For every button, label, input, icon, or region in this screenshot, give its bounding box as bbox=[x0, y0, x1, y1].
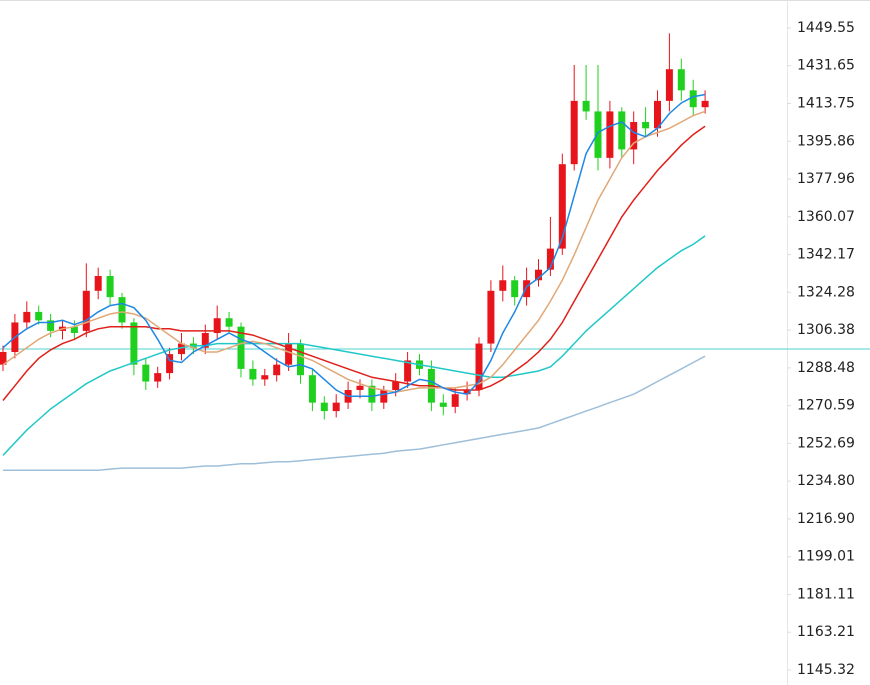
candle-body bbox=[47, 320, 55, 331]
candle-body bbox=[487, 290, 495, 344]
moving-average-line bbox=[2, 110, 706, 393]
candle-body bbox=[201, 333, 209, 348]
y-tick-label: 1306.38 bbox=[797, 322, 855, 338]
candle-body bbox=[320, 402, 328, 412]
y-tick-label: 1288.48 bbox=[797, 360, 855, 376]
y-tick-label: 1413.75 bbox=[797, 96, 855, 112]
candle-body bbox=[677, 69, 685, 91]
candle-body bbox=[213, 318, 221, 334]
candle-body bbox=[392, 381, 400, 390]
y-tick-label: 1252.69 bbox=[797, 435, 855, 451]
y-tick-label: 1324.28 bbox=[797, 284, 855, 300]
y-tick-label: 1431.65 bbox=[797, 58, 855, 74]
candle-body bbox=[404, 360, 412, 382]
candle-body bbox=[118, 297, 126, 323]
candle-body bbox=[654, 100, 661, 129]
candle-body bbox=[0, 351, 7, 365]
candle-body bbox=[106, 276, 114, 298]
y-tick-label: 1199.01 bbox=[797, 549, 855, 565]
candle-body bbox=[308, 375, 316, 403]
candle-body bbox=[142, 364, 150, 382]
candle-body bbox=[297, 343, 304, 376]
candle-body bbox=[451, 394, 459, 407]
y-tick-label: 1216.90 bbox=[797, 511, 855, 527]
candle-body bbox=[356, 385, 364, 390]
y-tick-label: 1395.86 bbox=[797, 133, 855, 149]
candle-body bbox=[642, 121, 650, 129]
moving-average-line bbox=[3, 355, 706, 471]
candle-body bbox=[475, 343, 483, 390]
candle-body bbox=[368, 385, 376, 403]
candle-body bbox=[582, 100, 590, 112]
candle-body bbox=[594, 111, 602, 158]
moving-average-line bbox=[2, 93, 706, 398]
candle-body bbox=[70, 326, 78, 334]
y-tick-label: 1145.32 bbox=[797, 662, 855, 678]
y-tick-label: 1360.07 bbox=[797, 209, 855, 225]
candle-body bbox=[523, 280, 531, 298]
y-tick-label: 1377.96 bbox=[797, 171, 855, 187]
candle-body bbox=[630, 121, 638, 150]
moving-average-line bbox=[2, 125, 706, 401]
y-tick-label: 1449.55 bbox=[797, 20, 855, 36]
candle-body bbox=[511, 280, 519, 298]
candle-body bbox=[154, 373, 162, 382]
candle-body bbox=[558, 164, 566, 249]
candle-body bbox=[225, 318, 233, 327]
candle-body bbox=[570, 100, 578, 165]
y-tick-label: 1234.80 bbox=[797, 473, 855, 489]
candle-body bbox=[249, 368, 257, 380]
candle-body bbox=[261, 375, 269, 380]
candle-body bbox=[380, 389, 388, 403]
candle-body bbox=[82, 290, 90, 331]
candle-body bbox=[439, 402, 447, 407]
candle-body bbox=[606, 111, 614, 158]
candle-body bbox=[665, 69, 673, 101]
candle-body bbox=[618, 111, 626, 150]
candle-body bbox=[273, 364, 281, 376]
y-tick-label: 1163.21 bbox=[797, 624, 855, 640]
candle-body bbox=[237, 326, 245, 369]
candle-body bbox=[23, 311, 31, 323]
candle-body bbox=[535, 269, 542, 281]
moving-average-line bbox=[2, 235, 706, 456]
y-tick-label: 1181.11 bbox=[797, 586, 855, 602]
candle-body bbox=[332, 402, 340, 412]
candle-body bbox=[178, 343, 185, 355]
candle-body bbox=[463, 389, 471, 395]
candle-body bbox=[285, 343, 293, 365]
candle-body bbox=[689, 90, 697, 108]
y-tick-label: 1342.17 bbox=[797, 247, 855, 263]
candle-body bbox=[35, 311, 43, 321]
candle-body bbox=[546, 248, 554, 270]
candle-body bbox=[166, 354, 174, 374]
y-tick-label: 1270.59 bbox=[797, 398, 855, 414]
candle-body bbox=[94, 276, 102, 291]
candle-body bbox=[130, 322, 138, 365]
candle-body bbox=[499, 280, 507, 291]
candle-body bbox=[701, 100, 709, 108]
